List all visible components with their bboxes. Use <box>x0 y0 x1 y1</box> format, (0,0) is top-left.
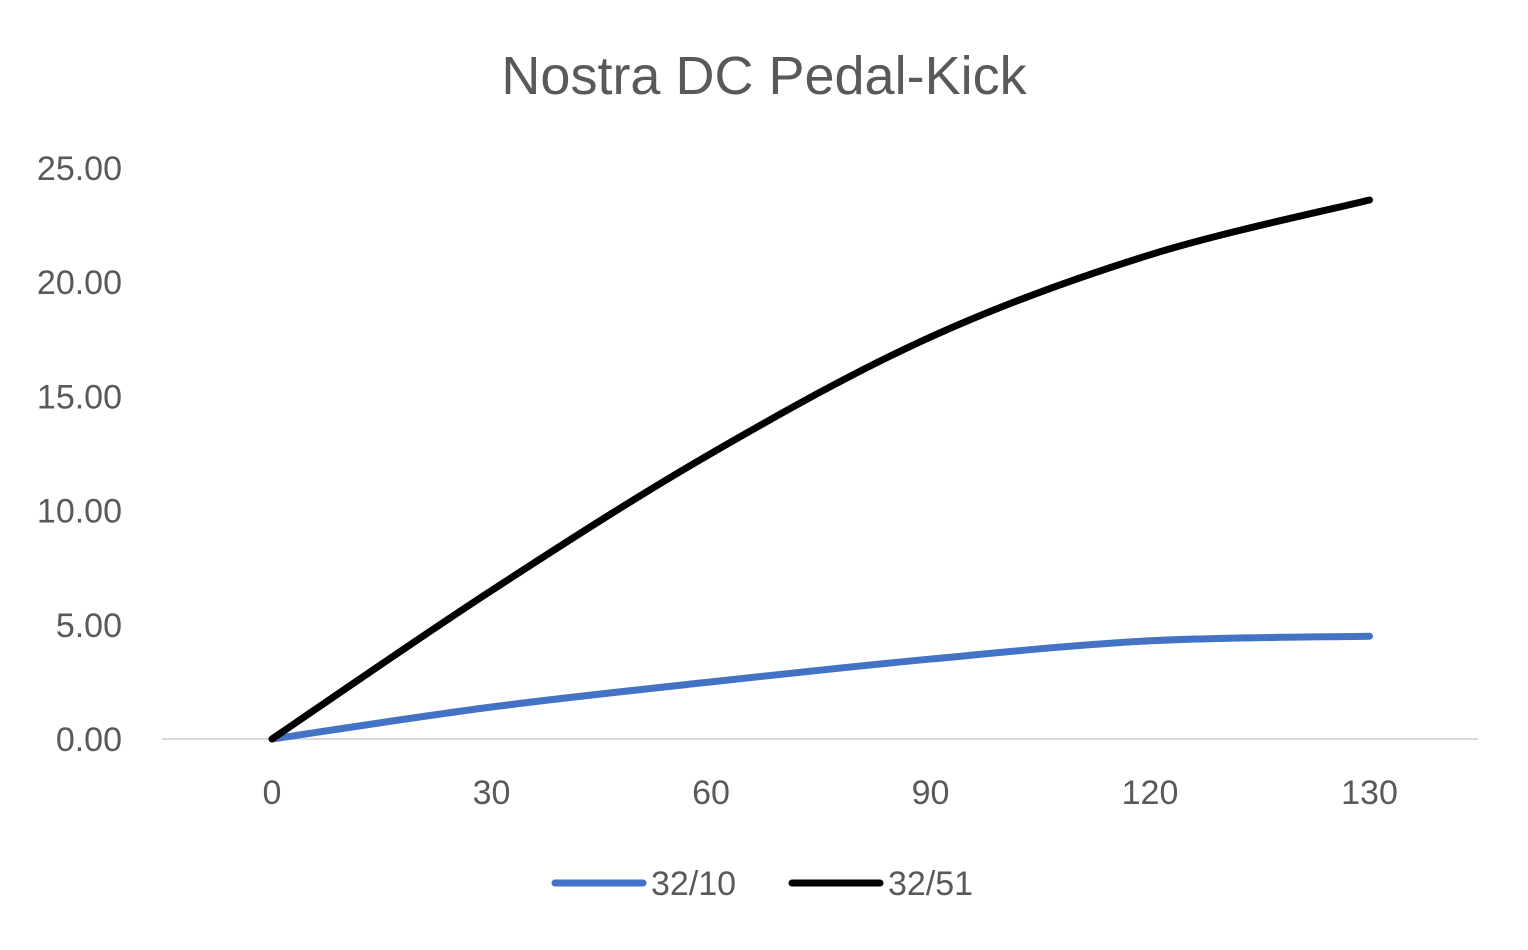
y-tick-label: 20.00 <box>37 264 122 302</box>
y-tick-label: 5.00 <box>56 607 122 645</box>
legend-item: 32/51 <box>788 865 973 903</box>
x-tick-label: 30 <box>473 774 511 812</box>
legend-label: 32/51 <box>888 865 973 903</box>
series-group <box>268 196 1373 743</box>
y-axis-ticks: 0.00 5.00 10.00 15.00 20.00 25.00 <box>37 150 122 759</box>
x-tick-label: 130 <box>1341 774 1398 812</box>
x-tick-label: 90 <box>912 774 950 812</box>
legend: 32/10 32/51 <box>551 865 973 903</box>
series-line-32-10 <box>268 632 1373 743</box>
legend-label: 32/10 <box>651 865 736 903</box>
y-tick-label: 25.00 <box>37 150 122 188</box>
x-tick-label: 60 <box>692 774 730 812</box>
x-tick-label: 120 <box>1122 774 1179 812</box>
y-tick-label: 0.00 <box>56 721 122 759</box>
legend-item: 32/10 <box>551 865 736 903</box>
chart-title: Nostra DC Pedal-Kick <box>501 46 1027 106</box>
y-tick-label: 10.00 <box>37 493 122 531</box>
x-tick-label: 0 <box>263 774 282 812</box>
x-axis-ticks: 0 30 60 90 120 130 <box>263 774 1398 812</box>
y-tick-label: 15.00 <box>37 378 122 416</box>
series-line-32-51 <box>268 196 1373 743</box>
